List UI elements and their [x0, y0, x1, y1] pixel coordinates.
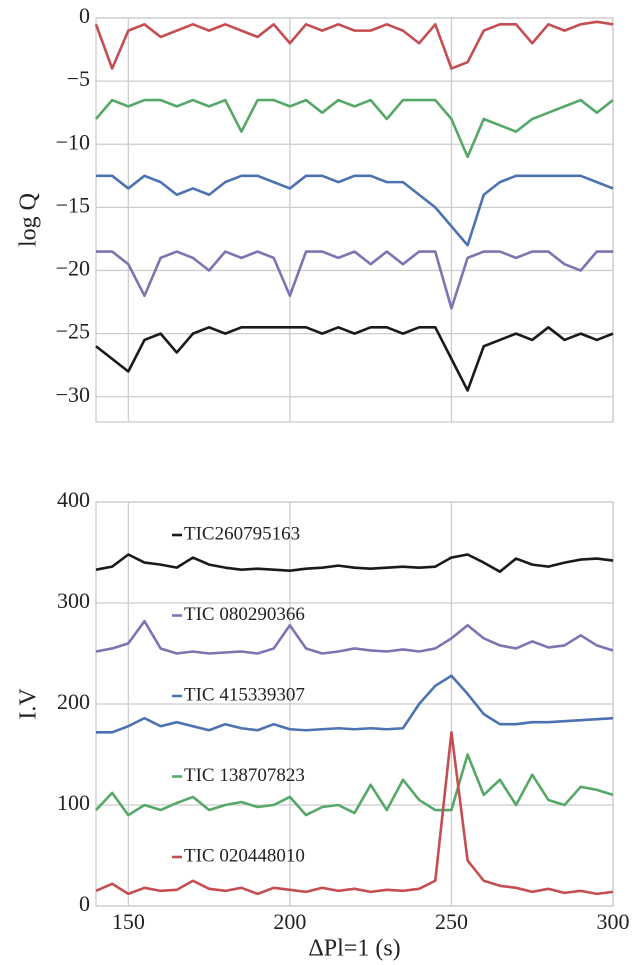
- y-tick-label: 100: [57, 790, 90, 815]
- x-tick-label: 300: [597, 909, 630, 934]
- y-axis-label: log Q: [16, 193, 42, 247]
- x-tick-label: 250: [435, 909, 468, 934]
- series-line: [95, 553, 614, 573]
- y-tick-label: −10: [56, 129, 90, 154]
- series-line: [96, 674, 614, 734]
- series-line: [95, 730, 614, 896]
- y-tick-label: −25: [56, 319, 90, 344]
- y-tick-label: 0: [79, 891, 90, 916]
- series-line: [96, 174, 614, 247]
- legend-label: TIC 020448010: [184, 845, 305, 866]
- legend-label: TIC260795163: [184, 523, 300, 544]
- series-line: [95, 326, 614, 392]
- x-axis-label: ΔPl=1 (s): [308, 936, 400, 962]
- y-tick-label: −20: [56, 256, 90, 281]
- legend-label: TIC 138707823: [184, 765, 305, 786]
- series-line: [95, 753, 614, 817]
- x-tick-label: 150: [112, 909, 145, 934]
- legend-label: TIC 415339307: [184, 684, 305, 705]
- y-tick-label: 300: [57, 588, 90, 613]
- series-line: [95, 98, 614, 159]
- series-line: [95, 619, 614, 655]
- y-tick-label: 200: [57, 689, 90, 714]
- y-tick-label: −30: [56, 382, 90, 407]
- series-line: [94, 20, 614, 70]
- y-tick-label: −15: [56, 192, 90, 217]
- legend-label: TIC 080290366: [184, 604, 305, 625]
- y-tick-label: −5: [67, 66, 90, 91]
- plot-area: [95, 17, 614, 423]
- series-line: [96, 250, 613, 310]
- y-tick-label: 0: [79, 3, 90, 28]
- y-axis-label: I.V: [16, 688, 42, 720]
- x-tick-label: 200: [273, 909, 306, 934]
- y-tick-label: 400: [57, 487, 90, 512]
